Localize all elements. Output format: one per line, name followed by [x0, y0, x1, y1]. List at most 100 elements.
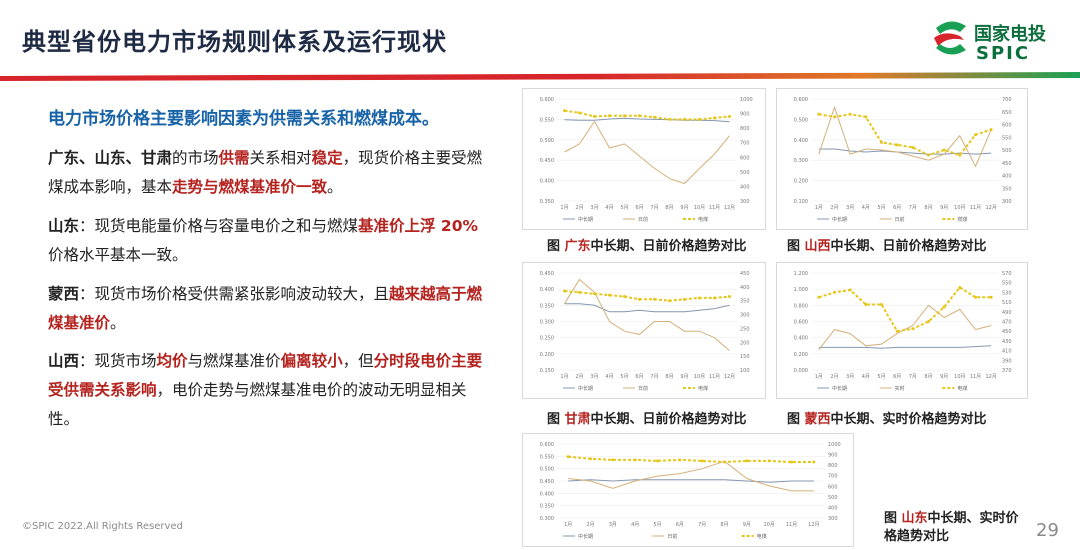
y-right-tick-label: 430	[1002, 339, 1012, 345]
series-line	[818, 286, 992, 333]
x-tick-label: 1月	[564, 522, 572, 528]
y-right-tick-label: 470	[1002, 320, 1012, 326]
legend-label: 实时	[895, 385, 905, 392]
series-line	[564, 278, 730, 351]
y-left-tick-label: 0.450	[540, 158, 554, 164]
text: 关系相对	[249, 149, 312, 167]
y-right-tick-label: 650	[1002, 110, 1012, 116]
series-point	[638, 114, 641, 118]
chart-shanxi: 0.600 0.500 0.400 0.300 0.200 0.100 700 650 600 5…	[776, 88, 1028, 230]
x-tick-label: 8月	[924, 205, 932, 211]
y-left-tick-label: 0.200	[794, 352, 808, 358]
caption-guangdong: 图 广东中长期、日前价格趋势对比	[547, 235, 747, 254]
y-left-tick-label: 0.600	[794, 97, 808, 103]
y-right-tick-label: 250	[740, 326, 750, 332]
x-tick-label: 7月	[909, 205, 917, 211]
y-right-tick-label: 700	[828, 474, 838, 480]
y-right-tick-label: 500	[828, 495, 838, 501]
y-left-tick-label: 0.550	[540, 454, 554, 460]
x-tick-label: 11月	[970, 205, 981, 211]
series-point	[767, 459, 771, 463]
y-right-tick-label: 700	[1002, 97, 1012, 103]
caption-province: 广东	[564, 239, 591, 254]
series-point	[848, 288, 852, 292]
x-tick-label: 7月	[909, 374, 917, 380]
province: 蒙西	[48, 285, 80, 303]
headline: 电力市场价格主要影响因素为供需关系和燃煤成本。	[48, 109, 439, 129]
y-left-tick-label: 0.800	[794, 303, 808, 309]
y-left-tick-label: 0.350	[540, 504, 554, 510]
y-right-tick-label: 570	[1002, 271, 1012, 277]
caption-province: 蒙西	[804, 412, 831, 427]
series-point	[566, 455, 570, 459]
y-right-tick-label: 450	[1002, 161, 1012, 167]
text: 的市场	[172, 149, 219, 167]
y-left-tick-label: 0.000	[794, 368, 808, 374]
y-left-tick-label: 0.200	[540, 352, 554, 358]
chart-shandong-plot: 0.600 0.550 0.500 0.450 0.400 0.350 0.300 1000 9…	[540, 442, 841, 540]
y-right-tick-label: 450	[740, 271, 750, 277]
logo-text-en: SPIC	[976, 43, 1031, 64]
x-tick-label: 8月	[665, 205, 673, 211]
header-divider	[0, 72, 1080, 81]
x-tick-label: 5月	[653, 522, 661, 528]
series-line	[818, 113, 992, 157]
chart-shanxi-plot: 0.600 0.500 0.400 0.300 0.200 0.100 700 650 600 5…	[794, 97, 1012, 223]
y-right-tick-label: 410	[1002, 349, 1012, 355]
series-point	[589, 457, 592, 461]
caption-text: 中长期、日前价格趋势对比	[590, 239, 747, 254]
series-point	[728, 295, 731, 299]
text: 价格水平基本一致。	[48, 246, 188, 264]
highlight: 偏离较小	[280, 352, 343, 370]
caption-prefix: 图	[547, 239, 565, 254]
chart-gansu-plot: 0.450 0.400 0.350 0.300 0.250 0.200 0.150 450 40…	[540, 271, 750, 392]
x-tick-label: 12月	[985, 374, 996, 380]
x-tick-label: 9月	[940, 205, 948, 211]
caption-shandong: 图 山东中长期、实时价格趋势对比	[884, 510, 1024, 546]
caption-gansu: 图 甘肃中长期、日前价格趋势对比	[547, 408, 747, 427]
y-left-tick-label: 0.400	[540, 179, 554, 185]
y-right-tick-label: 350	[740, 299, 750, 305]
y-left-tick-label: 0.300	[540, 516, 554, 522]
caption-prefix: 图	[787, 239, 805, 254]
text: ：现货市场价格受供需紧张影响波动较大，且	[79, 285, 390, 303]
x-tick-label: 10月	[954, 205, 965, 211]
paragraph-mengxi: 蒙西：现货市场价格受供需紧张影响波动较大，且越来越高于燃煤基准价。	[48, 280, 488, 338]
y-left-tick-label: 0.600	[540, 442, 554, 448]
legend-label: 日前	[638, 216, 648, 223]
y-left-tick-label: 0.150	[540, 368, 554, 374]
y-left-tick-label: 0.350	[540, 199, 554, 205]
series-point	[698, 117, 701, 121]
x-tick-label: 6月	[676, 522, 684, 528]
y-left-tick-label: 0.350	[540, 303, 554, 309]
spic-logo: 国家电投 SPIC	[930, 16, 1070, 68]
series-line	[818, 345, 992, 349]
series-point	[578, 290, 581, 294]
y-right-tick-label: 400	[828, 505, 838, 511]
series-point	[563, 289, 566, 293]
x-tick-label: 1月	[815, 374, 823, 380]
x-tick-label: 10月	[954, 374, 965, 380]
legend-label: 电煤	[757, 533, 767, 540]
series-point	[653, 115, 656, 119]
legend-label: 中长期	[578, 385, 593, 392]
series-point	[668, 299, 671, 303]
x-tick-label: 11月	[709, 374, 720, 380]
legend-label: 日前	[667, 533, 677, 540]
y-left-tick-label: 0.200	[794, 179, 808, 185]
x-tick-label: 2月	[830, 374, 838, 380]
series-point	[723, 460, 726, 464]
paragraph-shanxi: 山西：现货市场均价与燃煤基准价偏离较小，但分时段电价主要受供需关系影响，电价走势…	[48, 347, 488, 434]
y-left-tick-label: 0.450	[540, 271, 554, 277]
y-left-tick-label: 0.600	[540, 97, 554, 103]
copyright: ©SPIC 2022.All Rights Reserved	[22, 521, 183, 532]
y-right-tick-label: 1000	[740, 97, 753, 103]
series-point	[608, 114, 611, 118]
series-point	[927, 153, 930, 157]
text: ，现货价格主要受燃煤成本影响，基本	[48, 149, 483, 196]
paragraph-guangdong: 广东、山东、甘肃的市场供需关系相对稳定，现货价格主要受燃煤成本影响，基本走势与燃…	[48, 144, 488, 202]
caption-shanxi: 图 山西中长期、日前价格趋势对比	[787, 235, 987, 254]
x-tick-label: 8月	[720, 522, 728, 528]
x-tick-label: 3月	[590, 205, 598, 211]
x-tick-label: 10月	[694, 374, 705, 380]
